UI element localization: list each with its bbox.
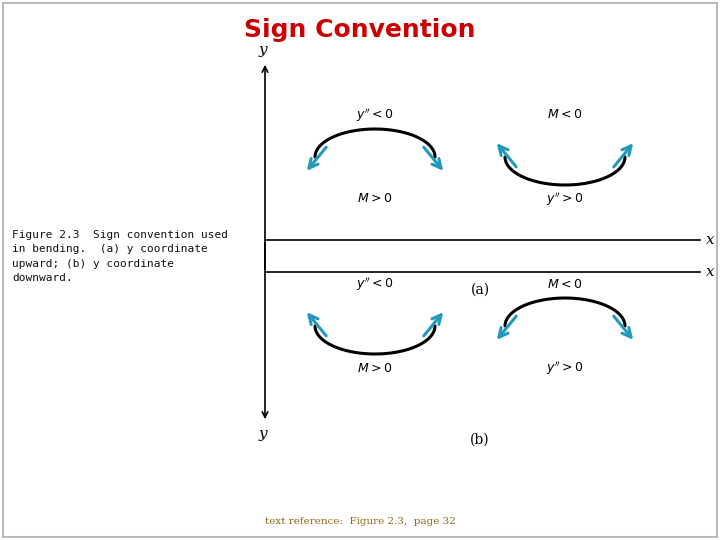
Text: y: y: [258, 43, 267, 57]
Text: x: x: [706, 233, 714, 247]
Text: $y'' > 0$: $y'' > 0$: [546, 359, 584, 377]
Text: $y'' < 0$: $y'' < 0$: [356, 106, 394, 124]
Text: y: y: [258, 427, 267, 441]
Text: $M > 0$: $M > 0$: [357, 192, 392, 206]
Text: text reference:  Figure 2.3,  page 32: text reference: Figure 2.3, page 32: [264, 517, 456, 526]
Text: $M < 0$: $M < 0$: [547, 109, 582, 122]
Text: $y'' > 0$: $y'' > 0$: [546, 190, 584, 208]
Text: x: x: [706, 265, 714, 279]
Text: $y'' < 0$: $y'' < 0$: [356, 275, 394, 293]
Text: (a): (a): [470, 283, 490, 297]
Text: $M > 0$: $M > 0$: [357, 361, 392, 375]
Text: Sign Convention: Sign Convention: [244, 18, 476, 42]
Text: Figure 2.3  Sign convention used
in bending.  (a) y coordinate
upward; (b) y coo: Figure 2.3 Sign convention used in bendi…: [12, 230, 228, 283]
Text: $M < 0$: $M < 0$: [547, 278, 582, 291]
Text: (b): (b): [470, 433, 490, 447]
